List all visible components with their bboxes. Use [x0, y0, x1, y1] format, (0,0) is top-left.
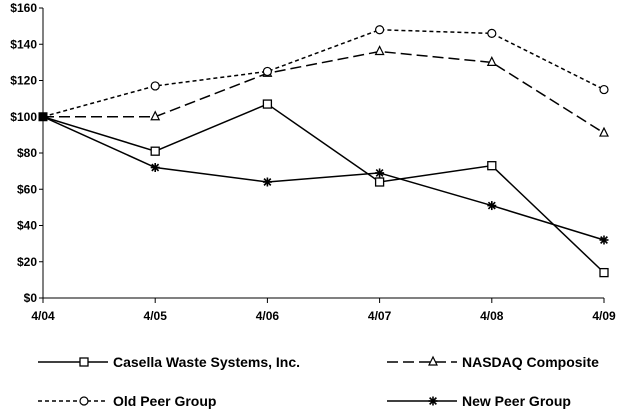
series-line: [42, 116, 605, 241]
legend-label: Old Peer Group: [113, 393, 216, 409]
data-point: [262, 66, 272, 77]
data-point: [375, 25, 385, 35]
legend-item: NASDAQ Composite: [387, 354, 599, 370]
data-point: [262, 99, 273, 109]
legend-swatch-marker: [79, 396, 89, 406]
series-line: [42, 103, 605, 274]
y-tick-label: $40: [17, 219, 37, 233]
legend-item: New Peer Group: [387, 393, 571, 409]
y-tick-label: $120: [10, 74, 37, 88]
y-tick-label: $100: [10, 110, 37, 124]
data-point: [150, 163, 160, 172]
x-tick-label: 4/05: [144, 309, 168, 323]
data-point: [487, 201, 497, 211]
series-line: [43, 50, 605, 134]
series-3: [42, 116, 609, 245]
legend-label: NASDAQ Composite: [462, 354, 599, 370]
data-point: [599, 267, 609, 278]
x-tick-label: 4/04: [31, 309, 55, 323]
x-tick-label: 4/07: [368, 309, 392, 323]
legend-label: Casella Waste Systems, Inc.: [113, 354, 300, 370]
y-tick-label: $160: [10, 1, 37, 15]
legend-swatch-marker: [428, 355, 438, 366]
legend: Casella Waste Systems, Inc. NASDAQ Compos…: [38, 354, 599, 409]
legend-swatch-marker: [428, 396, 438, 406]
x-axis-ticks: 4/04 4/05 4/06 4/07 4/08 4/09: [31, 298, 616, 323]
data-point: [486, 56, 497, 66]
legend-label: New Peer Group: [462, 393, 571, 409]
y-tick-label: $140: [10, 37, 37, 51]
data-point: [150, 81, 160, 91]
series-2: [42, 25, 609, 118]
data-point: [262, 177, 272, 187]
data-point: [599, 84, 609, 95]
data-point: [487, 161, 497, 171]
y-tick-label: $20: [17, 255, 37, 269]
series-layer: [38, 25, 609, 278]
data-point: [375, 168, 385, 178]
data-point: [599, 126, 609, 137]
x-tick-label: 4/08: [480, 309, 504, 323]
data-point: [374, 177, 385, 187]
data-point: [374, 45, 385, 56]
x-tick-label: 4/09: [592, 309, 616, 323]
data-point: [487, 28, 497, 38]
y-tick-label: $0: [24, 291, 38, 305]
series-0: [42, 99, 609, 278]
series-1: [43, 45, 609, 137]
y-tick-label: $60: [17, 182, 37, 196]
legend-swatch-marker: [79, 357, 89, 367]
legend-item: Casella Waste Systems, Inc.: [38, 354, 300, 370]
y-tick-label: $80: [17, 146, 37, 160]
data-point: [150, 146, 160, 156]
x-tick-label: 4/06: [256, 309, 280, 323]
series-line: [42, 28, 605, 118]
data-point: [150, 110, 161, 121]
legend-item: Old Peer Group: [38, 393, 216, 409]
data-point: [599, 235, 609, 245]
y-axis-ticks: $0 $20 $40 $60 $80 $100 $120 $140 $160: [10, 1, 43, 305]
